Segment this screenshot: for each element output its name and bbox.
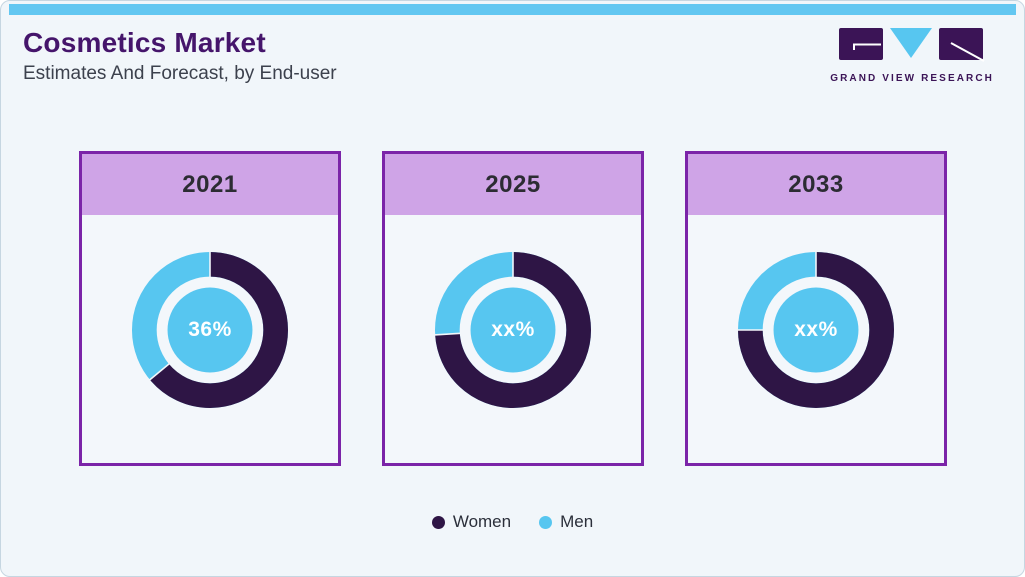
card-2033-body: xx%: [688, 215, 944, 463]
donut-chart-2025: xx%: [434, 251, 592, 409]
header: Cosmetics Market Estimates And Forecast,…: [23, 27, 1002, 85]
card-2025: 2025 xx%: [382, 151, 644, 466]
legend-label-men: Men: [560, 512, 594, 531]
card-2033: 2033 xx%: [685, 151, 947, 466]
legend-item-men: Men: [539, 512, 593, 532]
gvr-logo-icon: [838, 27, 986, 69]
legend-item-women: Women: [431, 512, 512, 532]
logo-g-stroke: [852, 43, 881, 50]
logo-r-stroke: [950, 42, 985, 62]
brand-logo: GRAND VIEW RESEARCH: [830, 27, 994, 84]
card-2033-year-label: 2033: [688, 154, 944, 215]
donut-center-value-2025: xx%: [491, 318, 535, 341]
women-legend-dot-icon: [431, 515, 445, 529]
donut-svg-2025: [434, 251, 592, 409]
legend: Women Men: [1, 512, 1024, 532]
card-2025-year-label: 2025: [385, 154, 641, 215]
donut-center-value-2021: 36%: [188, 318, 232, 341]
donut-chart-2033: xx%: [737, 251, 895, 409]
year-cards-row: 2021 36% 2025 xx% 2033 xx: [79, 151, 947, 466]
top-accent-bar: [9, 4, 1016, 15]
title-block: Cosmetics Market Estimates And Forecast,…: [23, 27, 337, 85]
men-legend-dot-icon: [539, 515, 553, 529]
donut-center-value-2033: xx%: [794, 318, 838, 341]
donut-svg-2033: [737, 251, 895, 409]
card-2021-body: 36%: [82, 215, 338, 463]
card-2021: 2021 36%: [79, 151, 341, 466]
page-title: Cosmetics Market: [23, 27, 266, 58]
card-2025-body: xx%: [385, 215, 641, 463]
brand-name: GRAND VIEW RESEARCH: [830, 73, 994, 84]
legend-label-women: Women: [452, 512, 512, 531]
donut-chart-2021: 36%: [131, 251, 289, 409]
donut-svg-2021: [131, 251, 289, 409]
logo-v-triangle: [889, 28, 932, 58]
logo-r-block: [938, 28, 983, 60]
card-2021-year-label: 2021: [82, 154, 338, 215]
page-subtitle: Estimates And Forecast, by End-user: [23, 63, 337, 84]
